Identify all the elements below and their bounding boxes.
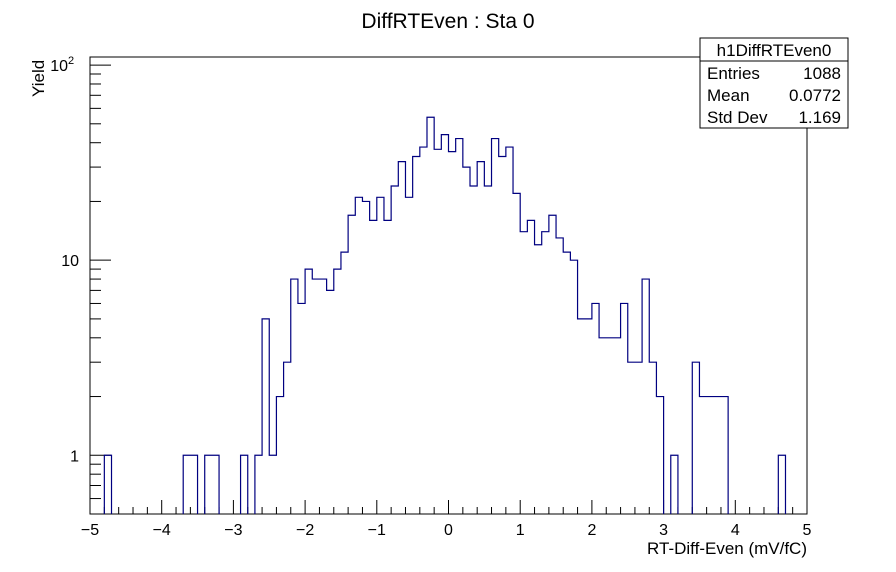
x-tick-label: 5 xyxy=(803,522,812,539)
y-axis-label: Yield xyxy=(29,60,48,97)
chart-title: DiffRTEven : Sta 0 xyxy=(361,10,534,33)
x-tick-label: 0 xyxy=(444,522,453,539)
x-axis-label: RT-Diff-Even (mV/fC) xyxy=(647,539,807,558)
y-tick-exponent: 2 xyxy=(68,55,74,67)
stats-entries-value: 1088 xyxy=(803,64,841,83)
y-tick-label: 1 xyxy=(70,448,79,465)
x-tick-label: 3 xyxy=(659,522,668,539)
x-tick-label: −1 xyxy=(368,522,386,539)
y-tick-label: 10 xyxy=(50,58,68,75)
x-tick-label: −4 xyxy=(153,522,171,539)
x-tick-label: −3 xyxy=(224,522,242,539)
x-tick-label: 1 xyxy=(516,522,525,539)
y-tick-label: 10 xyxy=(61,253,79,270)
x-tick-label: −5 xyxy=(81,522,99,539)
stats-entries-label: Entries xyxy=(707,64,760,83)
x-axis-ticks: −5 −4 −3 −2 −1 0 1 2 3 4 5 xyxy=(81,500,812,539)
stats-histogram-name: h1DiffRTEven0 xyxy=(717,41,832,60)
stats-mean-value: 0.0772 xyxy=(789,86,841,105)
histogram-line xyxy=(103,116,787,514)
stats-box: h1DiffRTEven0 Entries 1088 Mean 0.0772 S… xyxy=(699,37,849,129)
x-tick-label: 4 xyxy=(731,522,740,539)
x-tick-label: −2 xyxy=(296,522,314,539)
stats-stddev-label: Std Dev xyxy=(707,108,768,127)
x-tick-label: 2 xyxy=(587,522,596,539)
stats-stddev-value: 1.169 xyxy=(798,108,841,127)
stats-box-frame xyxy=(699,37,849,129)
stats-mean-label: Mean xyxy=(707,86,750,105)
